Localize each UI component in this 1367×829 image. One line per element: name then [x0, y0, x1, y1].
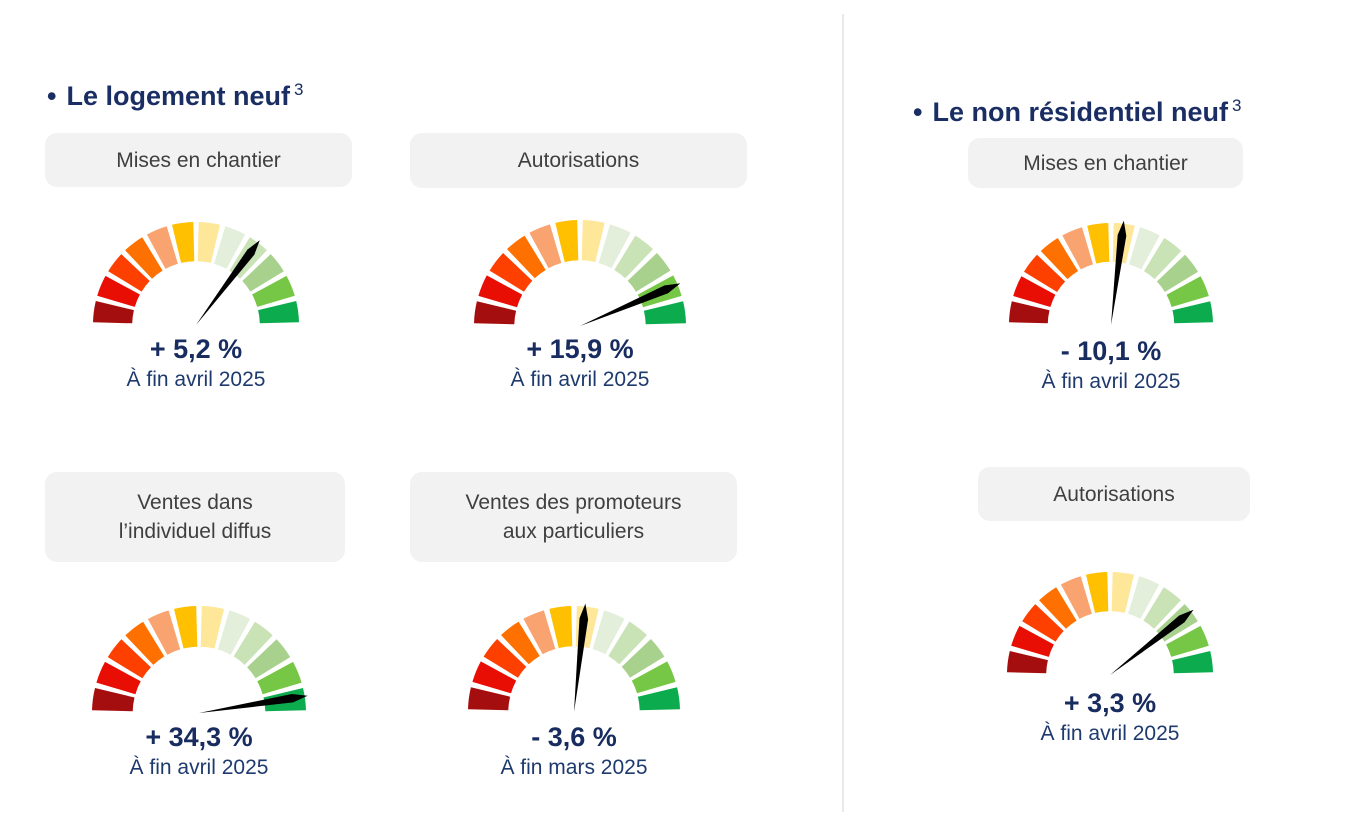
- label-mises-en-chantier-non-residentiel: Mises en chantier: [968, 138, 1243, 188]
- gauge-needle: [199, 694, 308, 713]
- label-autorisations-non-residentiel: Autorisations: [978, 467, 1250, 521]
- gauge-date: À fin avril 2025: [129, 756, 269, 779]
- gauge-ventes-promoteurs-particuliers: [460, 598, 688, 718]
- label-autorisations-logement: Autorisations: [410, 133, 747, 188]
- label-line: Autorisations: [1053, 482, 1175, 506]
- gauge-value: + 5,2 %: [149, 334, 243, 364]
- gauge-mises-en-chantier-logement: [85, 214, 307, 331]
- gauge-date: À fin mars 2025: [500, 756, 648, 779]
- footnote-marker: 3: [293, 80, 304, 99]
- gauge-autorisations-logement: [466, 212, 694, 332]
- bullet-icon: •: [913, 97, 923, 127]
- label-line: Ventes des promoteurs: [465, 491, 682, 514]
- gauge-needle: [196, 240, 260, 325]
- gauge-date: À fin avril 2025: [126, 368, 266, 391]
- label-ventes-promoteurs-particuliers: Ventes des promoteurs aux particuliers: [410, 472, 737, 562]
- label-line: l’individuel diffus: [118, 520, 272, 543]
- label-line: aux particuliers: [502, 520, 645, 543]
- section-divider: [842, 14, 844, 812]
- footnote-marker: 3: [1232, 96, 1242, 115]
- gauge-value: + 15,9 %: [526, 334, 634, 364]
- gauge-autorisations-non-residentiel: [999, 564, 1221, 681]
- label-line: Autorisations: [517, 149, 640, 172]
- gauge-needle: [1110, 609, 1194, 675]
- bullet-icon: •: [47, 81, 57, 111]
- gauge-mises-en-chantier-non-residentiel: [1001, 215, 1221, 331]
- gauge-ventes-individuel-diffus: [84, 598, 314, 719]
- label-line: Mises en chantier: [1023, 151, 1188, 175]
- section-title-logement-neuf: • Le logement neuf 3: [47, 80, 303, 112]
- gauge-needle: [574, 603, 589, 712]
- label-ventes-individuel-diffus: Ventes dans l’individuel diffus: [45, 472, 345, 562]
- gauge-value: + 3,3 %: [1063, 688, 1157, 718]
- gauge-needle: [580, 283, 681, 326]
- section-title-non-residentiel-neuf: • Le non résidentiel neuf 3: [913, 96, 1241, 128]
- gauge-needle: [1111, 220, 1127, 325]
- gauge-value: - 3,6 %: [531, 722, 617, 752]
- gauge-date: À fin avril 2025: [510, 368, 650, 391]
- label-line: Ventes dans: [137, 491, 253, 514]
- gauge-value: + 34,3 %: [145, 722, 253, 752]
- label-line: Mises en chantier: [116, 148, 281, 172]
- label-mises-en-chantier-logement: Mises en chantier: [45, 133, 352, 187]
- gauge-value: - 10,1 %: [1060, 336, 1162, 366]
- gauge-date: À fin avril 2025: [1041, 370, 1181, 393]
- section-title-text: Le logement neuf: [66, 81, 290, 111]
- section-title-text: Le non résidentiel neuf: [932, 97, 1228, 127]
- gauge-date: À fin avril 2025: [1040, 722, 1180, 745]
